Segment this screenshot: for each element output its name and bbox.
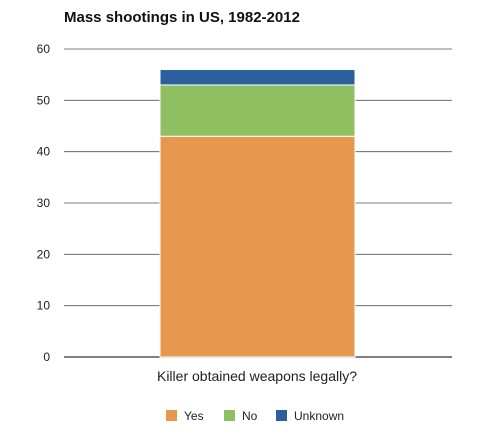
legend: Yes No Unknown	[166, 409, 344, 423]
chart-title: Mass shootings in US, 1982-2012	[64, 9, 300, 26]
x-axis-label: Killer obtained weapons legally?	[157, 368, 357, 384]
y-tick-label: 30	[37, 196, 51, 210]
y-tick-label: 60	[37, 42, 51, 56]
y-tick-label: 50	[37, 93, 51, 107]
legend-label-unknown: Unknown	[294, 409, 344, 423]
y-tick-label: 10	[37, 299, 51, 313]
y-tick-label: 0	[43, 350, 50, 364]
y-tick-label: 20	[37, 247, 51, 261]
bar-segment-yes	[159, 135, 356, 358]
bar-segment-unknown	[159, 69, 356, 86]
legend-label-yes: Yes	[184, 409, 204, 423]
bars-layer	[159, 69, 356, 358]
legend-swatch-yes	[166, 410, 177, 421]
y-tick-label: 40	[37, 145, 51, 159]
axis-layer: 0 10 20 30 40 50 60	[37, 42, 51, 364]
legend-swatch-unknown	[276, 410, 287, 421]
legend-swatch-no	[224, 410, 235, 421]
legend-label-no: No	[242, 409, 258, 423]
bar-segment-no	[159, 84, 356, 137]
